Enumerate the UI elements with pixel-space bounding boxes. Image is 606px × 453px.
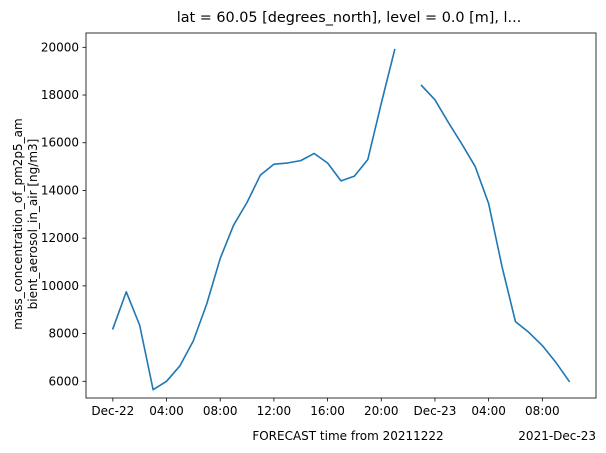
y-tick-label: 10000 <box>41 279 79 293</box>
y-tick-label: 14000 <box>41 183 79 197</box>
y-axis-label-line-1: mass_concentration_of_pm2p5_am <box>11 118 25 329</box>
x-tick-label: 16:00 <box>310 404 345 418</box>
y-tick-label: 12000 <box>41 231 79 245</box>
x-tick-label: Dec-23 <box>414 404 457 418</box>
x-offset-label: 2021-Dec-23 <box>518 429 596 443</box>
x-tick-label: 20:00 <box>364 404 399 418</box>
y-tick-label: 20000 <box>41 40 79 54</box>
y-tick-label: 16000 <box>41 136 79 150</box>
x-tick-label: 12:00 <box>257 404 292 418</box>
y-tick-label: 8000 <box>48 327 79 341</box>
y-tick-label: 6000 <box>48 374 79 388</box>
x-tick-label: 04:00 <box>149 404 184 418</box>
x-axis-label: FORECAST time from 20211222 <box>252 429 443 443</box>
axes-frame <box>85 32 597 399</box>
series-line-segment-1 <box>111 48 396 391</box>
y-axis-label-line-2: bient_aerosol_in_air [ng/m3] <box>26 139 40 310</box>
x-tick-label: 08:00 <box>525 404 560 418</box>
chart-title: lat = 60.05 [degrees_north], level = 0.0… <box>177 10 522 26</box>
series-line-segment-2 <box>420 84 571 383</box>
x-tick-label: 04:00 <box>471 404 506 418</box>
plot-area: 6000 8000 10000 12000 14000 16000 18000 20000 De… <box>41 32 597 418</box>
x-tick-label: 08:00 <box>203 404 238 418</box>
x-tick-label: Dec-22 <box>91 404 134 418</box>
y-tick-label: 18000 <box>41 88 79 102</box>
